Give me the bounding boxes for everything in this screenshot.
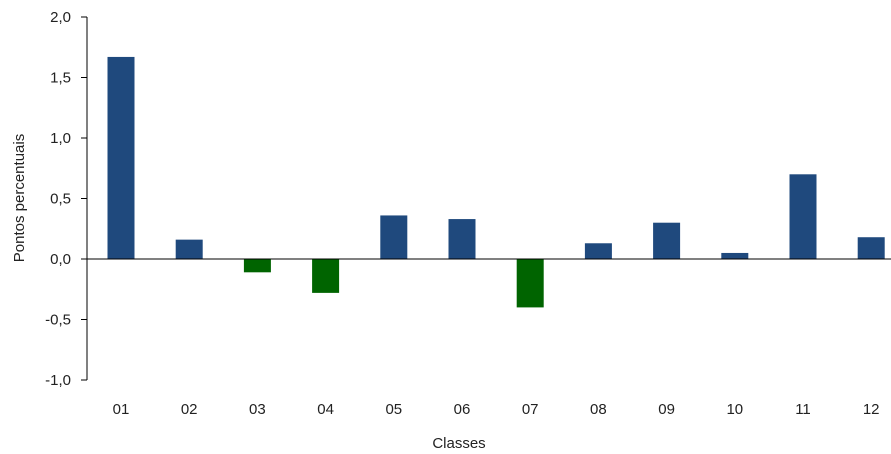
x-tick-label: 08 xyxy=(590,401,607,418)
x-tick-label: 06 xyxy=(454,401,471,418)
y-axis-ticks: 2,0 1,5 1,0 0,5 0,0 -0,5 -1,0 xyxy=(45,9,87,389)
x-tick-label: 09 xyxy=(658,401,675,418)
x-tick-label: 01 xyxy=(113,401,130,418)
x-tick-label: 12 xyxy=(863,401,880,418)
x-tick-label: 04 xyxy=(317,401,334,418)
x-tick-label: 11 xyxy=(795,401,811,418)
bar-05 xyxy=(380,215,408,259)
bar-09 xyxy=(653,222,681,259)
bar-02 xyxy=(175,239,203,259)
y-tick-label: -0,5 xyxy=(45,312,71,329)
x-axis-title: Classes xyxy=(432,435,485,452)
y-tick-label: -1,0 xyxy=(45,372,71,389)
x-tick-label: 10 xyxy=(726,401,743,418)
x-tick-label: 03 xyxy=(249,401,266,418)
x-tick-label: 02 xyxy=(181,401,198,418)
y-tick-label: 0,5 xyxy=(50,191,71,208)
y-tick-label: 2,0 xyxy=(50,9,71,26)
bar-10 xyxy=(721,252,749,259)
bar-06 xyxy=(448,219,476,259)
bars xyxy=(107,56,885,308)
bar-01 xyxy=(107,56,135,260)
bar-07 xyxy=(516,259,544,308)
x-tick-label: 05 xyxy=(385,401,402,418)
x-axis-labels: 01 02 03 04 05 06 07 08 09 10 11 12 xyxy=(113,401,880,418)
bar-12 xyxy=(857,237,885,259)
bar-04 xyxy=(312,259,340,293)
y-axis-title: Pontos percentuais xyxy=(11,134,28,262)
bar-03 xyxy=(243,259,271,273)
bar-08 xyxy=(584,243,612,259)
y-tick-label: 0,0 xyxy=(50,251,71,268)
y-tick-label: 1,0 xyxy=(50,130,71,147)
y-tick-label: 1,5 xyxy=(50,70,71,87)
bar-11 xyxy=(789,174,817,259)
x-tick-label: 07 xyxy=(522,401,539,418)
